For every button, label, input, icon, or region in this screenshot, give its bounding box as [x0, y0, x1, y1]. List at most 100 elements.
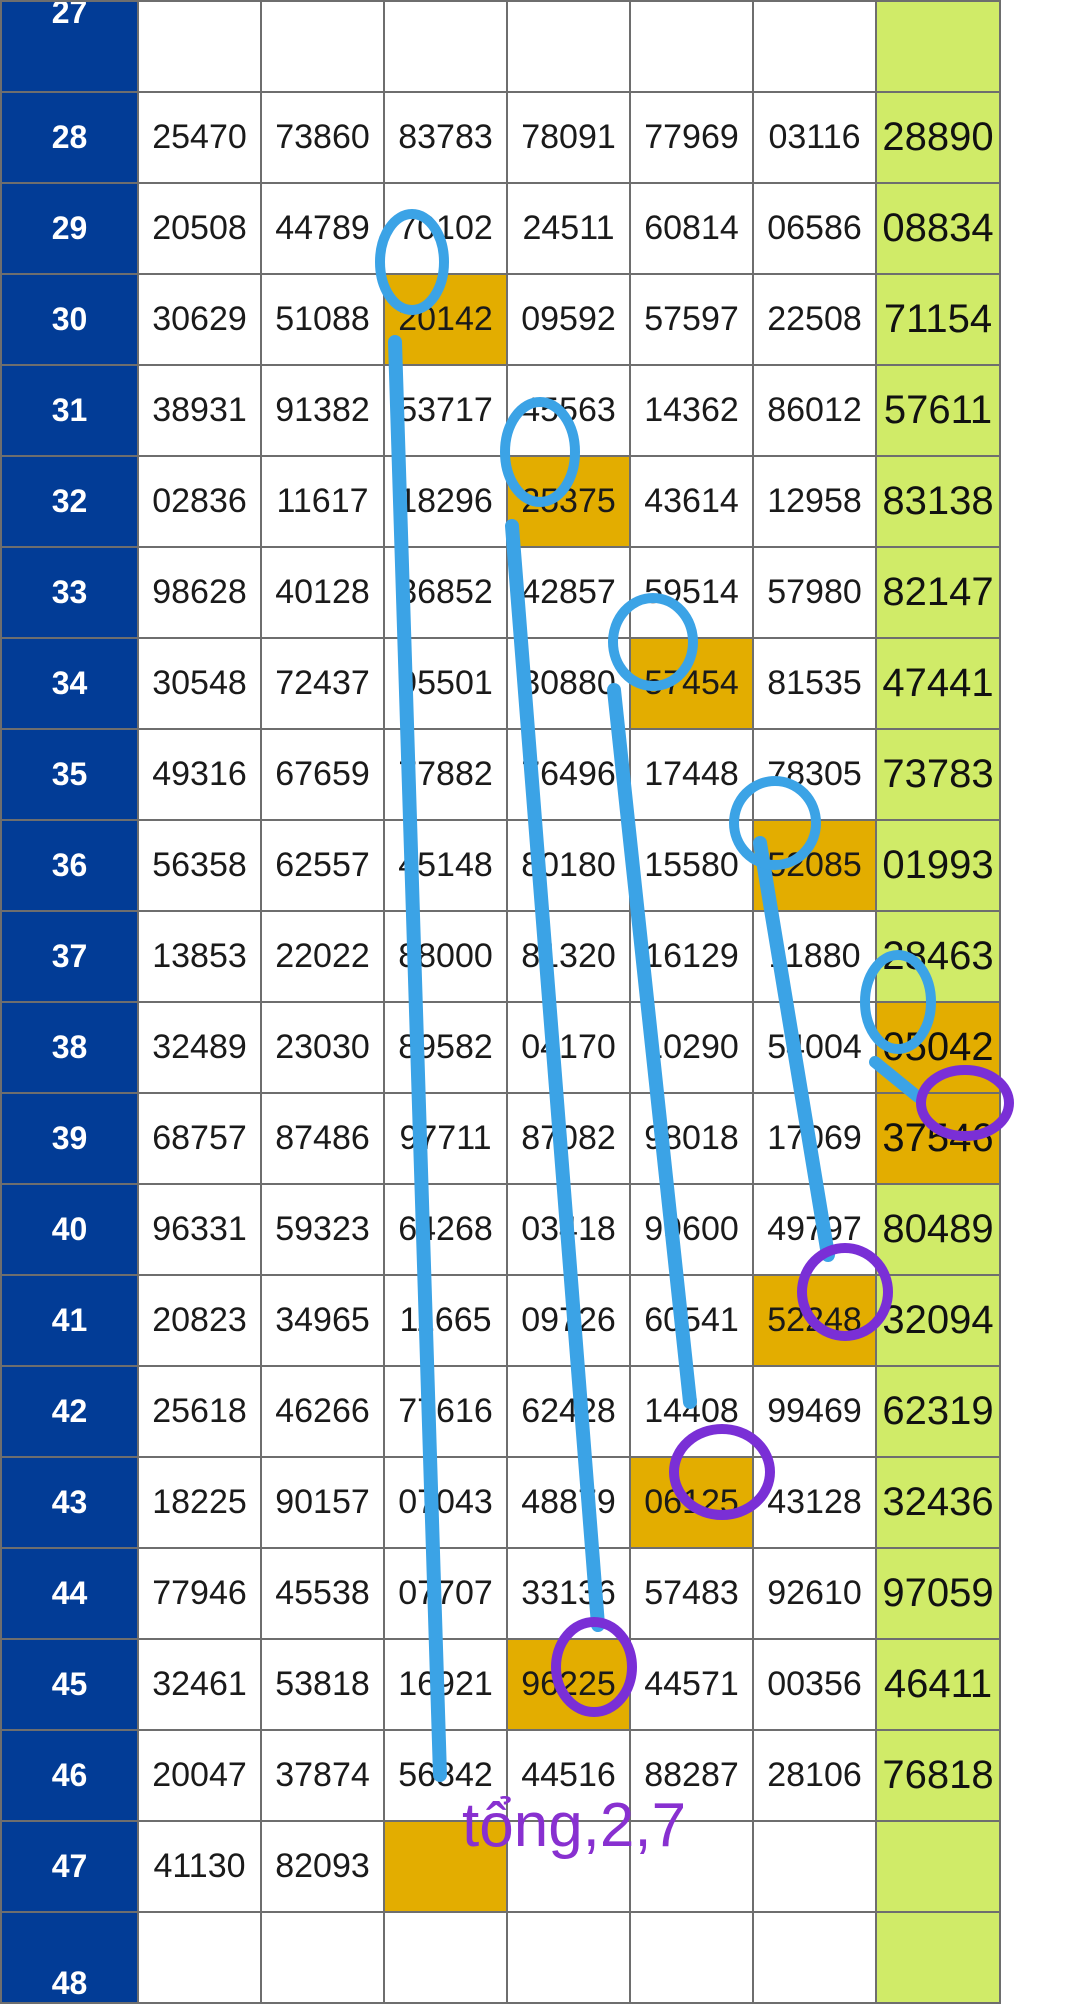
row-number: 37 [0, 910, 139, 1003]
row-number: 31 [0, 364, 139, 457]
result-cell: 68757 [137, 1092, 262, 1185]
blue-line [607, 683, 697, 1409]
result-cell: 48879 [506, 1456, 631, 1549]
row-number: 35 [0, 728, 139, 821]
result-cell: 18225 [137, 1456, 262, 1549]
result-cell: 73860 [260, 91, 385, 184]
result-cell: 70102 [383, 182, 508, 275]
result-cell: 90157 [260, 1456, 385, 1549]
result-cell: 78091 [506, 91, 631, 184]
result-cell: 45538 [260, 1547, 385, 1640]
result-cell: 16921 [383, 1638, 508, 1731]
result-cell-special [875, 1820, 1001, 1913]
result-cell: 87486 [260, 1092, 385, 1185]
purple-circle [797, 1243, 893, 1341]
result-cell: 86012 [752, 364, 877, 457]
result-cell: 38931 [137, 364, 262, 457]
table-row: 27 [0, 0, 1001, 93]
row-number: 38 [0, 1001, 139, 1094]
result-cell: 25618 [137, 1365, 262, 1458]
result-cell: 20047 [137, 1729, 262, 1822]
handwritten-note: tổng,2,7 [462, 1791, 687, 1860]
table-row: 47 41130 82093 [0, 1820, 1001, 1913]
purple-circle [551, 1617, 637, 1717]
result-cell [506, 0, 631, 93]
result-cell: 20508 [137, 182, 262, 275]
result-cell-special: 71154 [875, 273, 1001, 366]
result-cell: 02836 [137, 455, 262, 548]
result-cell: 62557 [260, 819, 385, 912]
result-cell: 04170 [506, 1001, 631, 1094]
result-cell-special: 62319 [875, 1365, 1001, 1458]
result-cell: 06586 [752, 182, 877, 275]
result-cell: 22508 [752, 273, 877, 366]
result-cell: 81320 [506, 910, 631, 1003]
result-cell: 77969 [629, 91, 754, 184]
row-number: 47 [0, 1820, 139, 1913]
blue-circle [729, 776, 821, 870]
row-number: 44 [0, 1547, 139, 1640]
result-cell: 81535 [752, 637, 877, 730]
row-number: 30 [0, 273, 139, 366]
purple-circle [669, 1424, 775, 1520]
result-cell [629, 0, 754, 93]
result-cell: 57454 [629, 637, 754, 730]
result-cell: 72437 [260, 637, 385, 730]
result-cell-special: 57611 [875, 364, 1001, 457]
row-number: 33 [0, 546, 139, 639]
row-number: 29 [0, 182, 139, 275]
result-cell: 14408 [629, 1365, 754, 1458]
result-cell: 13853 [137, 910, 262, 1003]
result-cell [506, 1820, 631, 1913]
result-cell: 99600 [629, 1183, 754, 1276]
blue-circle [860, 950, 936, 1054]
row-number: 43 [0, 1456, 139, 1549]
result-cell: 49316 [137, 728, 262, 821]
result-cell: 12958 [752, 455, 877, 548]
result-cell: 22022 [260, 910, 385, 1003]
blue-line [869, 1056, 924, 1103]
result-cell-special: 73783 [875, 728, 1001, 821]
result-cell-special: 08834 [875, 182, 1001, 275]
row-number: 32 [0, 455, 139, 548]
result-cell: 24511 [506, 182, 631, 275]
result-cell: 60814 [629, 182, 754, 275]
result-cell [383, 0, 508, 93]
result-cell: 77946 [137, 1547, 262, 1640]
row-number: 42 [0, 1365, 139, 1458]
result-cell: 37874 [260, 1729, 385, 1822]
result-cell [752, 1820, 877, 1913]
result-cell: 11665 [383, 1274, 508, 1367]
result-cell-special: 47441 [875, 637, 1001, 730]
result-cell: 11617 [260, 455, 385, 548]
row-number: 41 [0, 1274, 139, 1367]
result-cell-special: 97059 [875, 1547, 1001, 1640]
result-cell: 98628 [137, 546, 262, 639]
result-cell: 89582 [383, 1001, 508, 1094]
result-cell: 53818 [260, 1638, 385, 1731]
row-number: 34 [0, 637, 139, 730]
result-cell [383, 1820, 508, 1913]
result-cell: 40128 [260, 546, 385, 639]
blue-circle [375, 209, 449, 315]
table-row: 42 25618 46266 77616 62428 14408 99469 62319 [0, 1365, 1001, 1458]
result-cell-special: 32436 [875, 1456, 1001, 1549]
result-cell: 41130 [137, 1820, 262, 1913]
result-cell: 77616 [383, 1365, 508, 1458]
result-cell: 80180 [506, 819, 631, 912]
result-cell: 99469 [752, 1365, 877, 1458]
row-number: 40 [0, 1183, 139, 1276]
result-cell: 88287 [629, 1729, 754, 1822]
result-cell: 00356 [752, 1638, 877, 1731]
table-row: 28 25470 73860 83783 78091 77969 03116 28890 [0, 91, 1001, 184]
result-cell: 14362 [629, 364, 754, 457]
result-cell: 32489 [137, 1001, 262, 1094]
result-cell: 20142 [383, 273, 508, 366]
blue-line [388, 335, 447, 1782]
result-cell-special: 37546 [875, 1092, 1001, 1185]
result-cell-special: 01993 [875, 819, 1001, 912]
table-row: 30 30629 51088 20142 09592 57597 22508 71154 [0, 273, 1001, 366]
result-cell [260, 0, 385, 93]
blue-circle [500, 397, 580, 507]
result-cell: 46266 [260, 1365, 385, 1458]
